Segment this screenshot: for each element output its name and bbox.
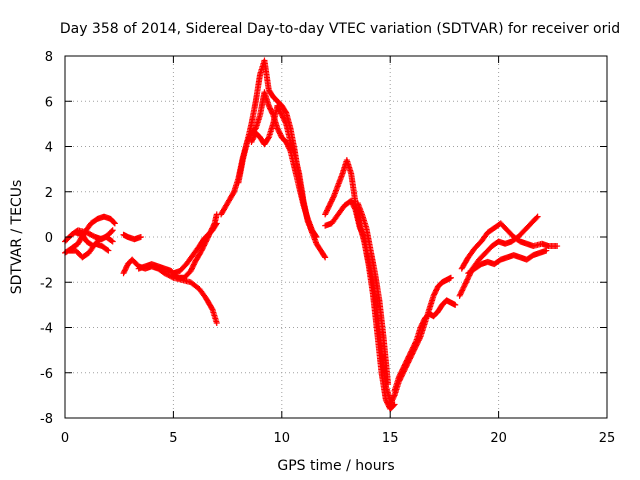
data-point bbox=[108, 227, 115, 234]
data-point bbox=[208, 305, 215, 312]
y-tick-label: -4 bbox=[40, 322, 53, 337]
data-point bbox=[390, 393, 397, 400]
data-point bbox=[312, 232, 319, 239]
data-point bbox=[458, 288, 465, 295]
data-point bbox=[462, 280, 469, 287]
x-tick-label: 10 bbox=[274, 431, 291, 446]
x-tick-label: 15 bbox=[382, 431, 399, 446]
x-tick-label: 0 bbox=[61, 431, 69, 446]
data-point bbox=[554, 243, 561, 250]
data-point bbox=[105, 247, 112, 254]
y-tick-label: 6 bbox=[45, 95, 53, 110]
chart-title: Day 358 of 2014, Sidereal Day-to-day VTE… bbox=[60, 21, 620, 37]
data-point bbox=[543, 247, 550, 254]
series-track-h bbox=[170, 220, 220, 277]
series-track-s bbox=[465, 247, 550, 277]
data-point bbox=[213, 220, 220, 227]
series-track-f bbox=[120, 256, 220, 326]
data-point bbox=[265, 135, 272, 142]
x-tick-label: 20 bbox=[490, 431, 507, 446]
x-axis-title: GPS time / hours bbox=[277, 458, 394, 474]
data-point bbox=[137, 234, 144, 240]
data-points bbox=[62, 57, 561, 412]
y-tick-label: -2 bbox=[40, 276, 53, 291]
data-point bbox=[111, 219, 118, 226]
data-point bbox=[109, 227, 116, 234]
series-track-k bbox=[248, 102, 316, 236]
series-track-d bbox=[72, 229, 116, 250]
data-point bbox=[385, 381, 392, 388]
grid-lines bbox=[65, 56, 607, 418]
y-tick-label: -8 bbox=[40, 412, 53, 427]
data-point bbox=[321, 253, 328, 260]
y-axis-title: SDTVAR / TECUs bbox=[9, 180, 25, 295]
data-point bbox=[463, 277, 470, 284]
series-track-e bbox=[120, 231, 144, 243]
y-tick-label: 2 bbox=[45, 186, 53, 201]
data-point bbox=[213, 221, 220, 228]
data-point bbox=[213, 319, 220, 326]
series-track-p bbox=[391, 297, 459, 394]
data-point bbox=[460, 284, 467, 291]
data-point bbox=[412, 339, 419, 346]
axis-ticks: 0 5 10 15 20 25 -8 -6 -4 -2 0 2 4 6 8 bbox=[40, 50, 615, 446]
data-point bbox=[447, 274, 454, 281]
data-point bbox=[464, 276, 471, 283]
data-point bbox=[533, 214, 540, 221]
data-point bbox=[104, 246, 111, 253]
y-tick-label: -6 bbox=[40, 367, 53, 382]
data-point bbox=[463, 279, 470, 286]
data-point bbox=[322, 254, 329, 261]
y-tick-label: 4 bbox=[45, 141, 53, 156]
data-point bbox=[282, 119, 289, 126]
data-point bbox=[109, 238, 116, 245]
y-tick-label: 0 bbox=[45, 231, 53, 246]
data-point bbox=[452, 301, 459, 308]
data-point bbox=[230, 190, 237, 197]
x-tick-label: 5 bbox=[169, 431, 177, 446]
series-track-n bbox=[354, 200, 392, 388]
data-point bbox=[457, 291, 464, 298]
data-point bbox=[461, 281, 468, 288]
data-point bbox=[461, 283, 468, 290]
x-tick-label: 25 bbox=[599, 431, 616, 446]
data-point bbox=[111, 220, 118, 227]
data-point bbox=[330, 194, 337, 201]
data-point bbox=[457, 290, 464, 297]
data-point bbox=[456, 292, 463, 299]
data-point bbox=[534, 213, 541, 220]
data-point bbox=[459, 286, 466, 293]
data-point bbox=[309, 229, 316, 236]
y-tick-label: 8 bbox=[45, 50, 53, 65]
data-point bbox=[108, 237, 115, 244]
series-track-r bbox=[458, 220, 561, 272]
data-point bbox=[459, 287, 466, 294]
data-point bbox=[313, 234, 320, 240]
